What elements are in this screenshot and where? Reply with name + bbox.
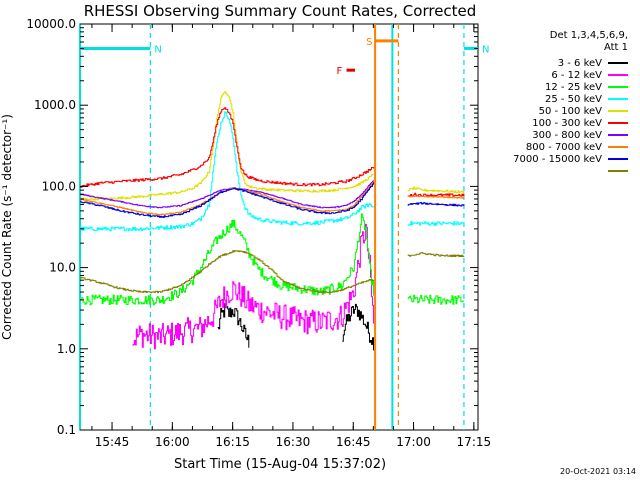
series-lines bbox=[80, 91, 465, 351]
x-tick-label: 17:15 bbox=[457, 435, 492, 449]
series-path bbox=[342, 303, 374, 351]
saa-label: S bbox=[366, 37, 372, 48]
x-tick-label: 17:00 bbox=[396, 435, 431, 449]
legend-label: 100 - 300 keV bbox=[532, 118, 602, 129]
x-tick-label: 16:15 bbox=[215, 435, 250, 449]
series-path bbox=[217, 303, 250, 348]
x-tick-label: 16:00 bbox=[155, 435, 190, 449]
series-line bbox=[80, 213, 465, 306]
y-tick-label: 0.1 bbox=[57, 423, 76, 437]
y-tick-label: 1.0 bbox=[57, 342, 76, 356]
series-line bbox=[80, 250, 465, 294]
series-line bbox=[132, 223, 374, 350]
series-path bbox=[80, 250, 374, 294]
legend-label: 6 - 12 keV bbox=[551, 70, 602, 81]
series-path bbox=[407, 221, 465, 226]
series-line bbox=[80, 182, 465, 218]
series-line bbox=[80, 111, 465, 232]
x-tick-label: 15:45 bbox=[95, 435, 130, 449]
series-path bbox=[407, 202, 465, 207]
series-path bbox=[407, 195, 465, 199]
flare-label: F bbox=[337, 66, 343, 77]
x-tick-label: 16:30 bbox=[276, 435, 311, 449]
state-markers: N N S F bbox=[79, 24, 489, 430]
x-axis-label: Start Time (15-Aug-04 15:37:02) bbox=[174, 457, 386, 472]
series-path bbox=[80, 213, 374, 306]
night-label: N bbox=[154, 44, 161, 55]
legend-label: 300 - 800 keV bbox=[532, 130, 602, 141]
series-line bbox=[80, 107, 465, 197]
legend-header: Att 1 bbox=[604, 42, 628, 53]
y-tick-label: 100.0 bbox=[42, 179, 76, 193]
legend-label: 12 - 25 keV bbox=[545, 82, 602, 93]
timestamp-footer: 20-Oct-2021 03:14 bbox=[560, 467, 636, 476]
night-label: N bbox=[482, 44, 489, 55]
plot-frame bbox=[79, 23, 479, 431]
y-tick-label: 10000.0 bbox=[26, 17, 76, 31]
series-line bbox=[80, 91, 465, 201]
y-tick-label: 1000.0 bbox=[34, 98, 76, 112]
legend-label: 3 - 6 keV bbox=[558, 58, 602, 69]
series-path bbox=[407, 186, 465, 194]
series-path bbox=[407, 294, 465, 305]
series-line bbox=[217, 303, 374, 351]
chart-title: RHESSI Observing Summary Count Rates, Co… bbox=[84, 2, 477, 20]
plot-area bbox=[79, 23, 479, 431]
series-path bbox=[80, 91, 374, 201]
y-axis-label: Corrected Count Rate (s⁻¹ detector⁻¹) bbox=[0, 114, 14, 340]
legend-label: 50 - 100 keV bbox=[539, 106, 603, 117]
y-tick-label: 10.0 bbox=[49, 261, 76, 275]
series-path bbox=[80, 111, 374, 232]
legend-label: 7000 - 15000 keV bbox=[513, 154, 602, 165]
series-path bbox=[80, 182, 374, 218]
series-path bbox=[80, 107, 374, 188]
legend-label: 25 - 50 keV bbox=[545, 94, 602, 105]
series-path bbox=[407, 252, 465, 257]
series-path bbox=[132, 223, 374, 350]
legend-label: 800 - 7000 keV bbox=[526, 142, 602, 153]
legend-header: Det 1,3,4,5,6,9, bbox=[550, 30, 628, 41]
x-tick-label: 16:45 bbox=[336, 435, 371, 449]
axes: 0.1 1.0 10.0 100.0 1000.0 10000.0 15:45 16:00 16… bbox=[26, 17, 491, 449]
